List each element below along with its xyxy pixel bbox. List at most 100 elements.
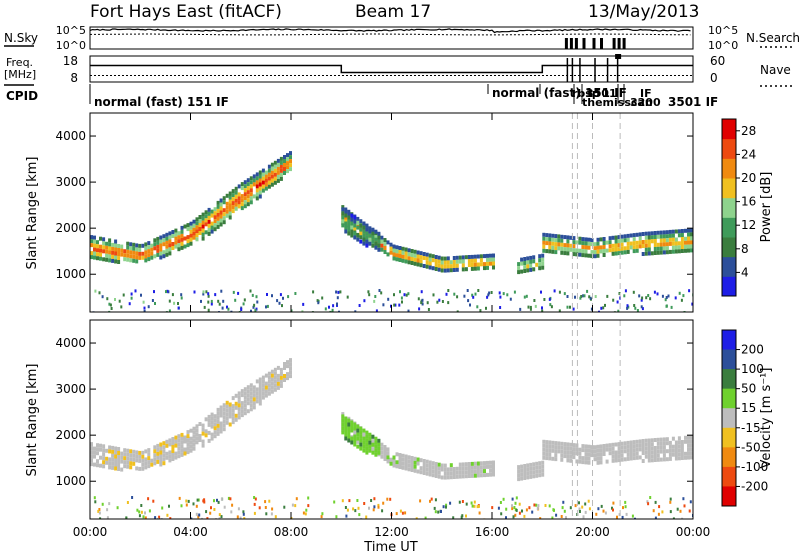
velocity-cell: [617, 454, 621, 459]
power-cell: [691, 302, 693, 306]
power-cell: [551, 245, 555, 250]
velocity-cell: [283, 362, 286, 366]
velocity-cell: [548, 504, 551, 508]
power-cell: [374, 237, 378, 242]
velocity-cell: [620, 441, 624, 446]
velocity-cell: [258, 385, 262, 390]
y-tick-label: 1000: [55, 474, 86, 488]
power-cell: [147, 257, 151, 262]
velocity-cell: [207, 418, 211, 423]
power-cell: [374, 235, 378, 239]
velocity-cell: [138, 466, 142, 471]
power-cell: [690, 228, 693, 233]
power-cell: [356, 220, 360, 225]
power-cell: [395, 253, 399, 258]
power-cell: [616, 300, 619, 304]
velocity-cell: [523, 464, 527, 468]
power-cell: [632, 233, 636, 238]
velocity-cell: [365, 438, 369, 443]
velocity-cell: [597, 507, 600, 511]
power-cell: [653, 231, 657, 235]
power-cell: [207, 300, 210, 304]
power-cell: [286, 165, 289, 170]
power-cell: [162, 234, 166, 239]
power-cell: [201, 216, 205, 221]
velocity-cell: [153, 453, 157, 458]
velocity-cell: [629, 456, 633, 461]
power-cell: [225, 205, 229, 210]
power-cell: [165, 244, 169, 249]
velocity-cell: [430, 497, 433, 501]
velocity-cell: [473, 504, 476, 508]
velocity-cell: [479, 461, 483, 466]
power-cell: [222, 216, 226, 221]
power-cell: [523, 265, 527, 269]
velocity-cell: [219, 413, 223, 418]
power-cell: [554, 238, 558, 243]
velocity-cell: [344, 436, 348, 441]
power-cell: [520, 269, 524, 274]
velocity-cell: [656, 441, 660, 446]
velocity-colorbar-cell: [722, 466, 736, 487]
velocity-cell: [186, 434, 190, 439]
power-cell: [180, 229, 184, 234]
power-cell: [665, 304, 668, 308]
power-cell: [584, 253, 588, 258]
velocity-cell: [117, 467, 121, 471]
power-cell: [144, 242, 148, 247]
velocity-cell: [434, 474, 438, 478]
power-cell: [569, 247, 573, 252]
velocity-cell: [635, 451, 639, 456]
velocity-cell: [674, 456, 678, 461]
power-cell: [240, 202, 244, 207]
power-cell: [228, 195, 232, 200]
velocity-cell: [365, 434, 369, 439]
velocity-cell: [96, 447, 99, 452]
power-cell: [153, 254, 157, 259]
power-cell: [252, 194, 256, 199]
velocity-cell: [246, 393, 250, 398]
velocity-cell: [687, 443, 690, 448]
power-cell: [647, 231, 651, 236]
power-cell: [617, 243, 621, 248]
power-cell: [572, 252, 576, 257]
power-cell: [416, 258, 420, 263]
power-cell: [173, 301, 176, 305]
velocity-cell: [492, 472, 495, 477]
velocity-cell: [688, 509, 691, 513]
power-cell: [489, 253, 492, 258]
velocity-cell: [605, 459, 609, 464]
velocity-cell: [157, 517, 160, 519]
velocity-cell: [690, 443, 693, 448]
velocity-cell: [605, 443, 609, 448]
power-cell: [688, 289, 691, 293]
power-cell: [410, 249, 414, 253]
velocity-cell: [560, 441, 564, 446]
velocity-cell: [383, 453, 387, 457]
power-cell: [231, 205, 235, 210]
velocity-cell: [422, 471, 426, 475]
power-cell: [204, 222, 208, 227]
power-cell: [614, 247, 618, 252]
power-cell: [492, 265, 495, 270]
velocity-cell: [476, 473, 480, 478]
power-cell: [154, 302, 156, 305]
power-cell: [144, 258, 148, 263]
power-cell: [273, 168, 277, 173]
velocity-cell: [264, 381, 268, 386]
power-cell: [237, 196, 241, 201]
power-cell: [626, 245, 630, 250]
velocity-cell: [416, 469, 420, 474]
power-cell: [665, 242, 669, 247]
velocity-cell: [569, 506, 572, 510]
power-cell: [617, 309, 620, 312]
sky-noise-series: [89, 28, 691, 34]
power-cell: [517, 270, 521, 275]
power-cell: [362, 241, 366, 246]
power-cell: [286, 161, 289, 166]
power-cell: [266, 304, 269, 308]
power-colorbar-tick-label: 20: [741, 171, 756, 185]
power-cell: [264, 170, 268, 175]
velocity-cell: [234, 405, 238, 410]
power-cell: [687, 244, 690, 249]
